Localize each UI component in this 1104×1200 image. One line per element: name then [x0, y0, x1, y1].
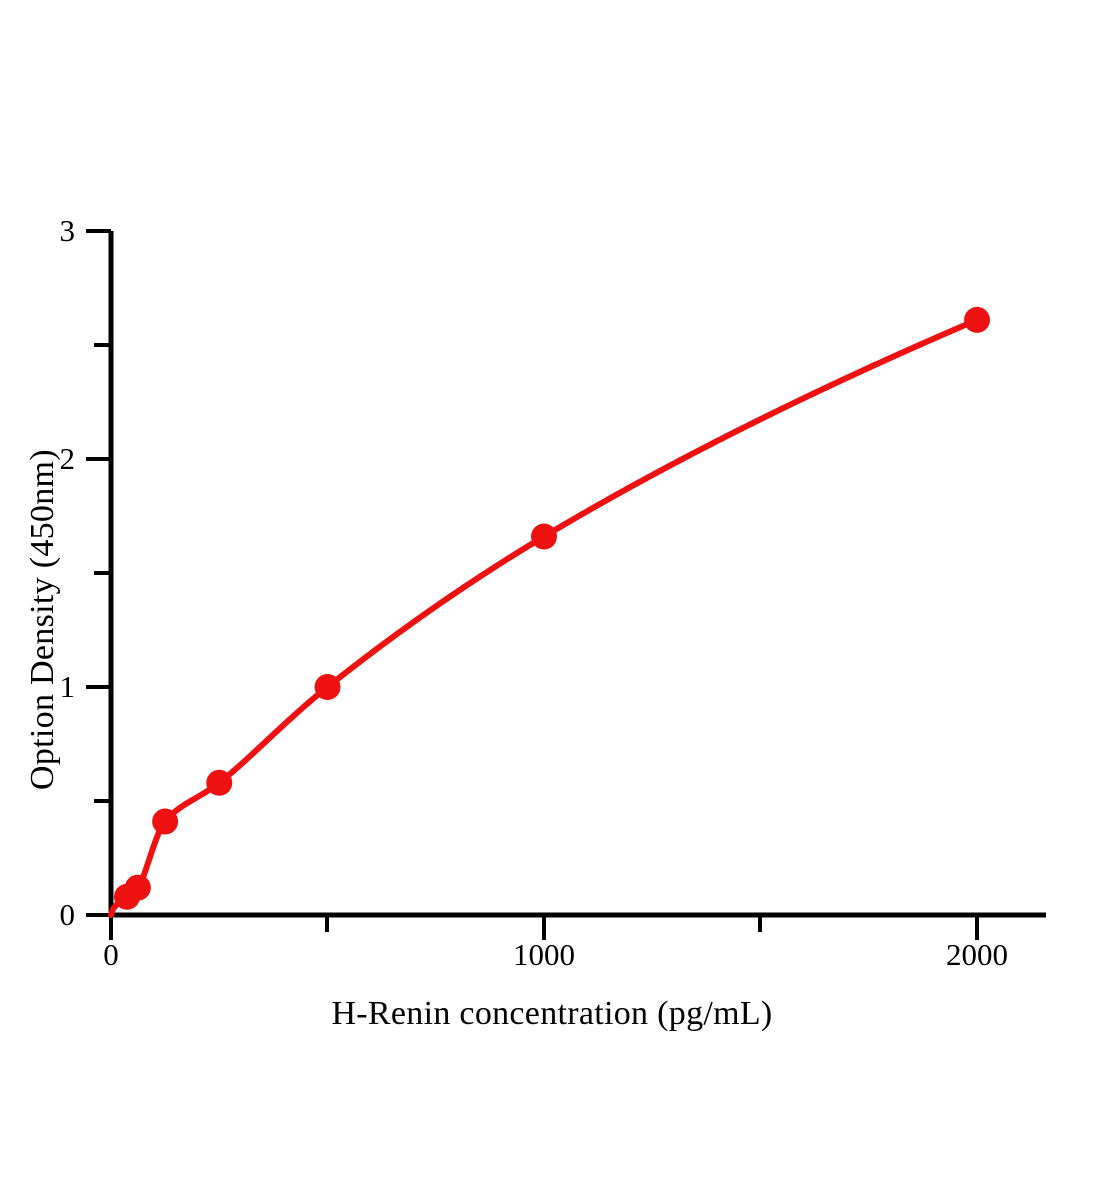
axis-lines: [108, 231, 1046, 918]
series-curve-line: [108, 316, 980, 918]
data-point-marker: [314, 674, 341, 700]
y-major-ticks: [86, 229, 111, 917]
y-axis-title: Option Density (450nm): [24, 449, 61, 790]
data-point-marker: [124, 874, 151, 901]
data-point-marker: [964, 306, 990, 333]
y-tick-label-2: 2: [59, 441, 76, 476]
y-minor-ticks: [94, 343, 111, 803]
data-point-marker: [206, 769, 233, 796]
series-data-markers: [114, 306, 990, 910]
y-tick-label-0: 0: [59, 897, 76, 932]
data-point-marker: [531, 523, 557, 550]
x-axis-title: H-Renin concentration (pg/mL): [331, 995, 773, 1032]
data-point-marker: [152, 808, 179, 835]
x-minor-ticks: [325, 915, 762, 932]
x-major-ticks: [109, 915, 979, 940]
y-tick-label-1: 1: [59, 669, 76, 704]
x-tick-label-0: 0: [103, 937, 119, 972]
x-tick-label-2000: 2000: [946, 937, 1008, 972]
y-tick-label-3: 3: [59, 213, 76, 248]
x-tick-label-1000: 1000: [513, 937, 575, 972]
